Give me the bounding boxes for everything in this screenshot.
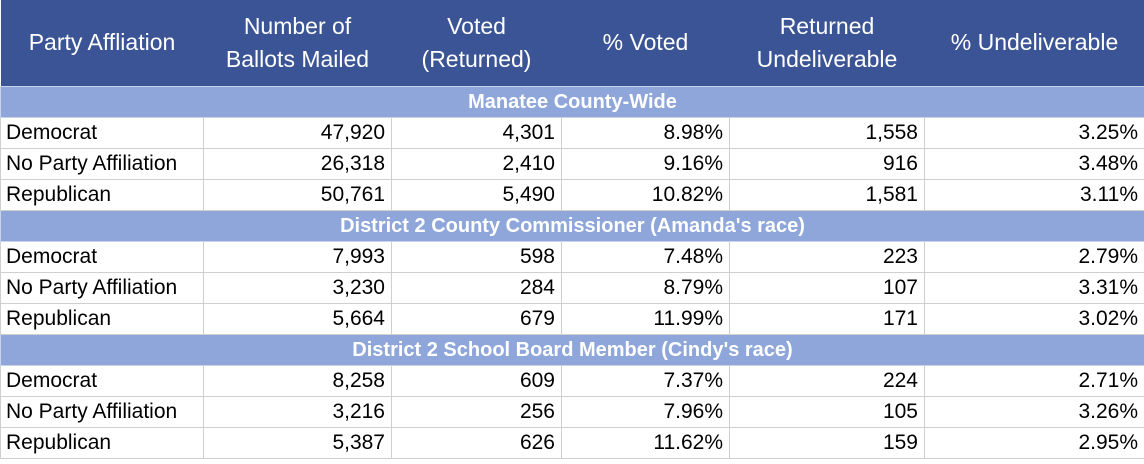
ballots-mailed-cell: 8,258 xyxy=(203,365,392,397)
header-returned-undeliverable: Returned Undeliverable xyxy=(729,0,925,87)
section-row: Manatee County-Wide xyxy=(0,86,1144,118)
undeliverable-cell: 916 xyxy=(729,148,925,180)
undeliverable-cell: 223 xyxy=(729,241,925,273)
table-row: Republican 5,664 679 11.99% 171 3.02% xyxy=(0,303,1144,335)
table-row: No Party Affiliation 26,318 2,410 9.16% … xyxy=(0,148,1144,180)
header-voted-returned: Voted (Returned) xyxy=(391,0,562,87)
table-row: Republican 50,761 5,490 10.82% 1,581 3.1… xyxy=(0,179,1144,211)
percent-undeliverable-cell: 3.26% xyxy=(924,396,1144,428)
undeliverable-cell: 159 xyxy=(729,427,925,459)
percent-voted-cell: 7.37% xyxy=(561,365,730,397)
percent-voted-cell: 8.79% xyxy=(561,272,730,304)
table-row: Democrat 7,993 598 7.48% 223 2.79% xyxy=(0,241,1144,273)
percent-undeliverable-cell: 3.31% xyxy=(924,272,1144,304)
voted-cell: 2,410 xyxy=(391,148,562,180)
percent-voted-cell: 7.96% xyxy=(561,396,730,428)
header-ballots-mailed: Number of Ballots Mailed xyxy=(203,0,392,87)
voted-cell: 598 xyxy=(391,241,562,273)
voted-cell: 609 xyxy=(391,365,562,397)
table-header: Party Affliation Number of Ballots Maile… xyxy=(0,0,1144,87)
ballots-mailed-cell: 47,920 xyxy=(203,117,392,149)
table-row: Democrat 47,920 4,301 8.98% 1,558 3.25% xyxy=(0,117,1144,149)
voted-cell: 679 xyxy=(391,303,562,335)
undeliverable-cell: 1,581 xyxy=(729,179,925,211)
party-cell: No Party Affiliation xyxy=(0,272,204,304)
percent-voted-cell: 10.82% xyxy=(561,179,730,211)
header-row: Party Affliation Number of Ballots Maile… xyxy=(0,0,1144,87)
table-row: Democrat 8,258 609 7.37% 224 2.71% xyxy=(0,365,1144,397)
party-cell: Republican xyxy=(0,303,204,335)
undeliverable-cell: 107 xyxy=(729,272,925,304)
ballots-mailed-cell: 3,216 xyxy=(203,396,392,428)
ballots-mailed-cell: 5,664 xyxy=(203,303,392,335)
percent-undeliverable-cell: 2.71% xyxy=(924,365,1144,397)
party-cell: Republican xyxy=(0,179,204,211)
ballots-mailed-cell: 5,387 xyxy=(203,427,392,459)
percent-voted-cell: 11.99% xyxy=(561,303,730,335)
table-row: No Party Affiliation 3,230 284 8.79% 107… xyxy=(0,272,1144,304)
table-row: Republican 5,387 626 11.62% 159 2.95% xyxy=(0,427,1144,459)
ballots-mailed-cell: 50,761 xyxy=(203,179,392,211)
table-row: No Party Affiliation 3,216 256 7.96% 105… xyxy=(0,396,1144,428)
section-title: District 2 County Commissioner (Amanda's… xyxy=(0,210,1144,242)
voted-cell: 4,301 xyxy=(391,117,562,149)
percent-voted-cell: 8.98% xyxy=(561,117,730,149)
voted-cell: 256 xyxy=(391,396,562,428)
header-percent-voted: % Voted xyxy=(561,0,730,87)
header-percent-undeliverable: % Undeliverable xyxy=(924,0,1144,87)
ballots-mailed-cell: 3,230 xyxy=(203,272,392,304)
percent-voted-cell: 7.48% xyxy=(561,241,730,273)
percent-undeliverable-cell: 3.48% xyxy=(924,148,1144,180)
section-row: District 2 County Commissioner (Amanda's… xyxy=(0,210,1144,242)
party-cell: Democrat xyxy=(0,117,204,149)
party-cell: No Party Affiliation xyxy=(0,396,204,428)
percent-voted-cell: 11.62% xyxy=(561,427,730,459)
voted-cell: 626 xyxy=(391,427,562,459)
percent-undeliverable-cell: 2.95% xyxy=(924,427,1144,459)
percent-undeliverable-cell: 3.11% xyxy=(924,179,1144,211)
section-title: District 2 School Board Member (Cindy's … xyxy=(0,334,1144,366)
percent-voted-cell: 9.16% xyxy=(561,148,730,180)
party-cell: Republican xyxy=(0,427,204,459)
ballots-mailed-cell: 7,993 xyxy=(203,241,392,273)
percent-undeliverable-cell: 3.25% xyxy=(924,117,1144,149)
party-cell: No Party Affiliation xyxy=(0,148,204,180)
undeliverable-cell: 105 xyxy=(729,396,925,428)
table-body: Manatee County-Wide Democrat 47,920 4,30… xyxy=(0,86,1144,459)
undeliverable-cell: 1,558 xyxy=(729,117,925,149)
voted-cell: 284 xyxy=(391,272,562,304)
party-cell: Democrat xyxy=(0,241,204,273)
ballots-mailed-cell: 26,318 xyxy=(203,148,392,180)
undeliverable-cell: 224 xyxy=(729,365,925,397)
undeliverable-cell: 171 xyxy=(729,303,925,335)
header-party-affiliation: Party Affliation xyxy=(0,0,204,87)
section-title: Manatee County-Wide xyxy=(0,86,1144,118)
party-cell: Democrat xyxy=(0,365,204,397)
percent-undeliverable-cell: 2.79% xyxy=(924,241,1144,273)
section-row: District 2 School Board Member (Cindy's … xyxy=(0,334,1144,366)
voted-cell: 5,490 xyxy=(391,179,562,211)
percent-undeliverable-cell: 3.02% xyxy=(924,303,1144,335)
